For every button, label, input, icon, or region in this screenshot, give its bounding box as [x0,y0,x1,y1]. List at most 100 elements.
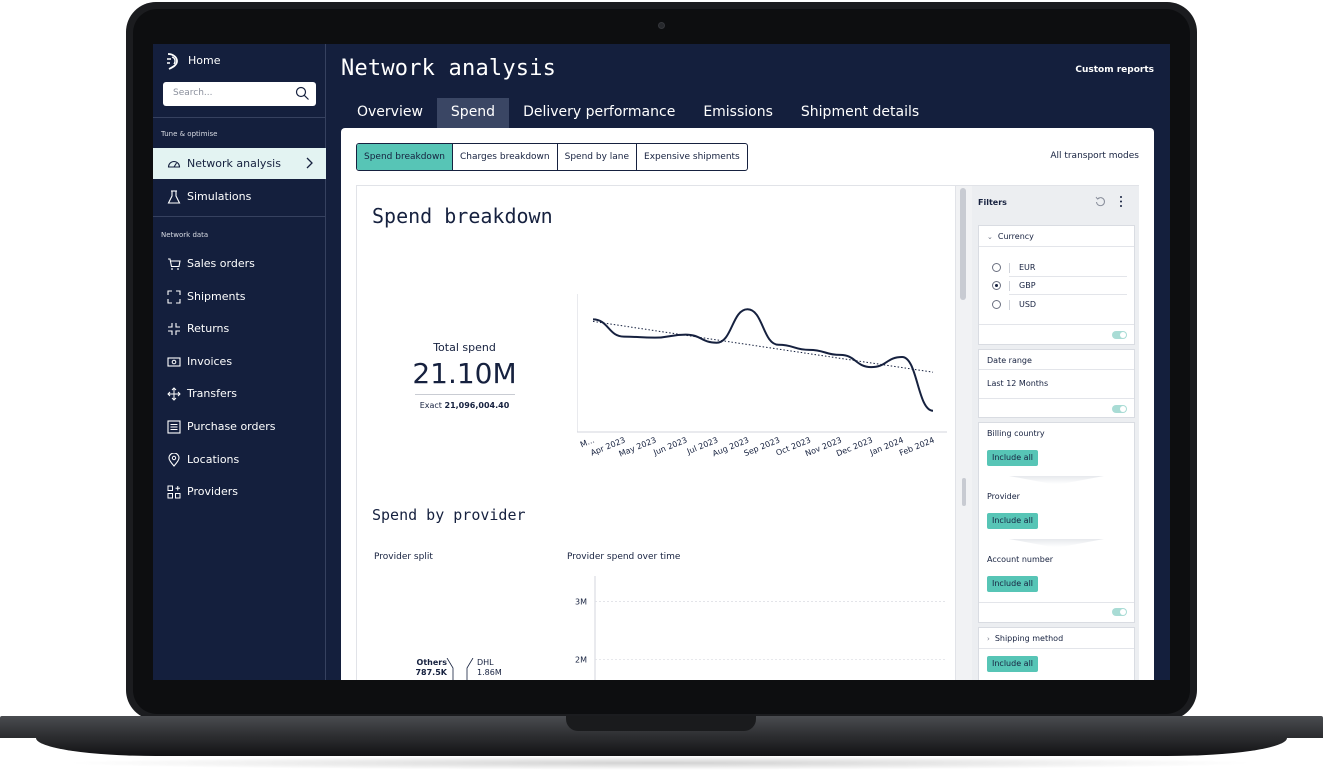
pie-label-dhl-name: DHL [477,658,494,667]
subtab-group: Spend breakdown Charges breakdown Spend … [356,143,748,171]
shipping-method-header[interactable]: › Shipping method [987,634,1063,643]
search-icon[interactable] [295,86,310,101]
provider-include-all-button[interactable]: Include all [987,513,1039,529]
account-filters-toggle[interactable] [1112,608,1127,616]
sidebar-divider [153,117,326,118]
home-link[interactable]: Home [188,54,221,67]
sidebar-item-label: Simulations [187,190,252,203]
subtab-spend-by-lane[interactable]: Spend by lane [558,144,638,170]
filters-panel: Filters ⌄ Currency [972,185,1139,680]
report-scrollbar[interactable] [956,185,972,680]
cart-icon [168,257,181,270]
invoice-icon [167,356,181,367]
y-tick-label: 3M [575,597,587,606]
spend-by-provider-title: Spend by provider [372,506,526,524]
date-range-toggle[interactable] [1112,405,1127,413]
sidebar-item-label: Purchase orders [187,420,276,433]
pie-label-dhl-value: 1.86M [477,668,502,677]
sidebar-item-label: Shipments [187,290,246,303]
content-card: Spend breakdown Charges breakdown Spend … [341,128,1154,680]
sidebar-item-transfers[interactable]: Transfers [153,378,326,409]
subtab-expensive-shipments[interactable]: Expensive shipments [644,152,740,162]
divider [1009,281,1010,291]
divider [1009,300,1010,310]
shipping-method-include-all-button[interactable]: Include all [987,656,1039,672]
sidebar-item-label: Returns [187,322,230,335]
divider [1009,476,1104,484]
radio-button[interactable] [992,263,1001,272]
subtab-spend-breakdown[interactable]: Spend breakdown [357,144,454,170]
more-vertical-icon[interactable] [1118,195,1124,208]
pie-label-others-value: 787.5K [415,668,447,677]
tab-spend[interactable]: Spend [436,98,510,128]
radio-button[interactable] [992,300,1001,309]
location-pin-icon [168,452,180,467]
total-spend-value: 21.10M [412,357,517,390]
chevron-right-icon [306,157,313,169]
account-number-label: Account number [987,555,1054,564]
sidebar-item-sales-orders[interactable]: Sales orders [153,248,326,279]
subtab-charges-breakdown[interactable]: Charges breakdown [453,144,558,170]
radio-button-selected[interactable] [992,281,1001,290]
provider-label: Provider [987,492,1020,501]
sidebar-item-network-analysis[interactable]: Network analysis [153,148,326,179]
date-range-filter: Date range Last 12 Months [978,349,1135,418]
sidebar-item-purchase-orders[interactable]: Purchase orders [153,411,326,442]
expand-arrows-icon [167,289,181,304]
flask-icon [167,189,181,204]
currency-option-gbp[interactable]: GBP [992,277,1127,295]
shipping-method-filter: › Shipping method Include all [978,627,1135,680]
tab-delivery-performance[interactable]: Delivery performance [523,104,676,120]
currency-option-eur[interactable]: EUR [992,259,1127,277]
chevron-down-icon: ⌄ [987,233,993,241]
search-input[interactable]: Search... [163,82,316,106]
provider-over-time-label: Provider spend over time [567,552,681,562]
billing-country-include-all-button[interactable]: Include all [987,450,1039,466]
tab-overview[interactable]: Overview [357,104,423,120]
divider [979,369,1134,370]
sidebar-item-invoices[interactable]: Invoices [153,346,326,377]
account-number-include-all-button[interactable]: Include all [987,576,1039,592]
tab-emissions[interactable]: Emissions [703,104,773,120]
pie-label-others: Others 787.5K [407,658,447,678]
sidebar-item-locations[interactable]: Locations [153,444,326,475]
x-tick-label: Jun 2023 [651,436,688,458]
sidebar-item-simulations[interactable]: Simulations [153,181,326,212]
pie-label-others-name: Others [416,658,447,667]
custom-reports-link[interactable]: Custom reports [1075,65,1154,75]
collapse-arrows-icon [168,322,180,335]
panel-resize-handle[interactable] [962,478,966,506]
reset-icon[interactable] [1095,196,1106,207]
sidebar-item-providers[interactable]: Providers [153,476,326,507]
currency-option-usd[interactable]: USD [992,296,1127,314]
currency-filter: ⌄ Currency EUR GBP [978,225,1135,345]
divider [1009,276,1127,277]
exact-label: Exact [419,401,442,410]
transport-modes-selector[interactable]: All transport modes [1050,151,1139,161]
sidebar-item-label: Invoices [187,355,233,368]
chevron-right-icon: › [987,635,990,643]
divider [1009,294,1127,295]
laptop-shadow [60,756,1260,770]
divider [979,246,1134,247]
tab-shipment-details[interactable]: Shipment details [800,104,920,120]
scrollbar-thumb[interactable] [960,188,966,300]
sidebar-item-label: Sales orders [187,257,255,270]
provider-spend-bar-chart: 1M2M3M [575,576,947,680]
sidebar-item-shipments[interactable]: Shipments [153,281,326,312]
logo-icon [167,53,178,70]
sidebar-item-label: Providers [187,485,239,498]
tab-bar: Overview Spend Delivery performance Emis… [343,98,933,128]
currency-option-label: USD [1019,300,1037,309]
x-tick-label: Feb 2024 [898,436,936,458]
sidebar-item-returns[interactable]: Returns [153,313,326,344]
currency-filter-header[interactable]: ⌄ Currency [987,232,1034,241]
date-range-value[interactable]: Last 12 Months [987,379,1049,388]
sidebar-section-network-data: Network data [161,231,209,239]
providers-grid-icon [167,485,181,498]
sidebar-divider [153,216,326,217]
total-spend-label: Total spend [433,341,496,354]
currency-toggle[interactable] [1112,331,1127,339]
report-panel: Spend breakdown Total spend 21.10M Exact… [356,185,956,680]
